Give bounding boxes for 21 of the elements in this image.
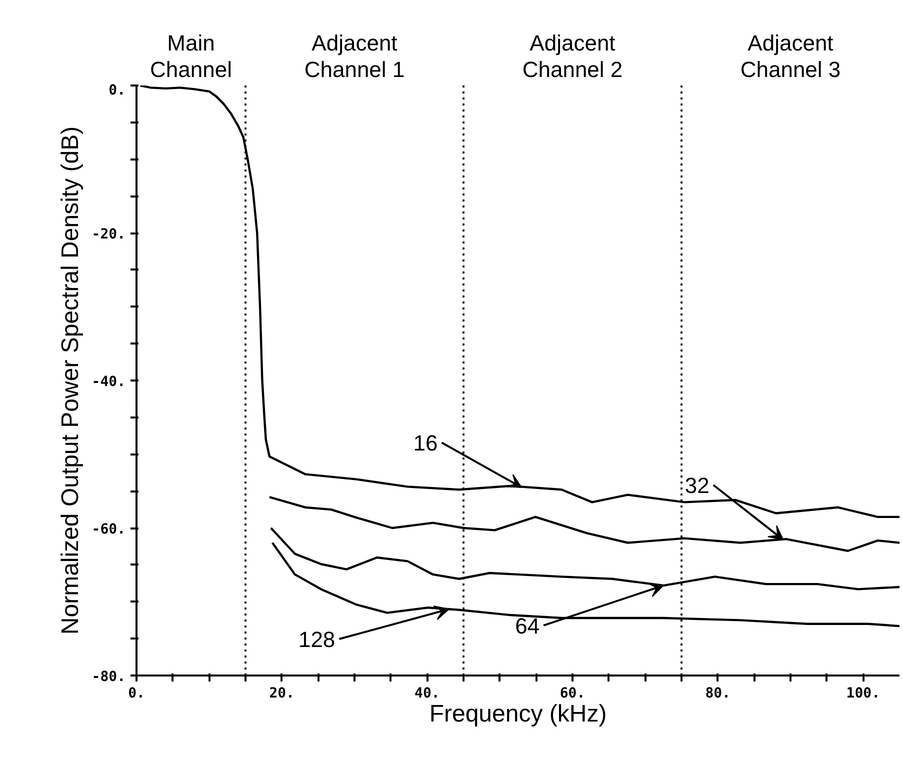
x-tick-label: 80. (705, 686, 730, 702)
x-tick-label: 60. (560, 686, 586, 702)
x-tick-label: 100. (846, 686, 880, 702)
y-tick-label: -40. (92, 374, 126, 390)
annotation: 128 (298, 627, 336, 652)
y-axis-title: Normalized Output Power Spectral Density (dB) (56, 126, 84, 635)
y-tick-label: -80. (92, 669, 126, 685)
x-tick-label: 40. (414, 686, 440, 702)
x-axis-title: Frequency (kHz) (429, 700, 607, 728)
text: Main Channel (150, 30, 232, 82)
annotation: 64 (515, 613, 540, 638)
text: Adjacent Channel 2 (522, 30, 623, 82)
y-tick-label: -60. (92, 522, 126, 538)
y-tick-label: -20. (92, 226, 126, 242)
y-tick-label: 0. (108, 82, 126, 98)
annotation: 32 (684, 472, 710, 498)
x-tick-label: 20. (269, 686, 294, 702)
annotation: 16 (413, 430, 438, 456)
text: Adjacent Channel 3 (740, 30, 841, 82)
x-tick-label: 0. (128, 686, 145, 702)
text: Adjacent Channel 1 (304, 30, 405, 82)
